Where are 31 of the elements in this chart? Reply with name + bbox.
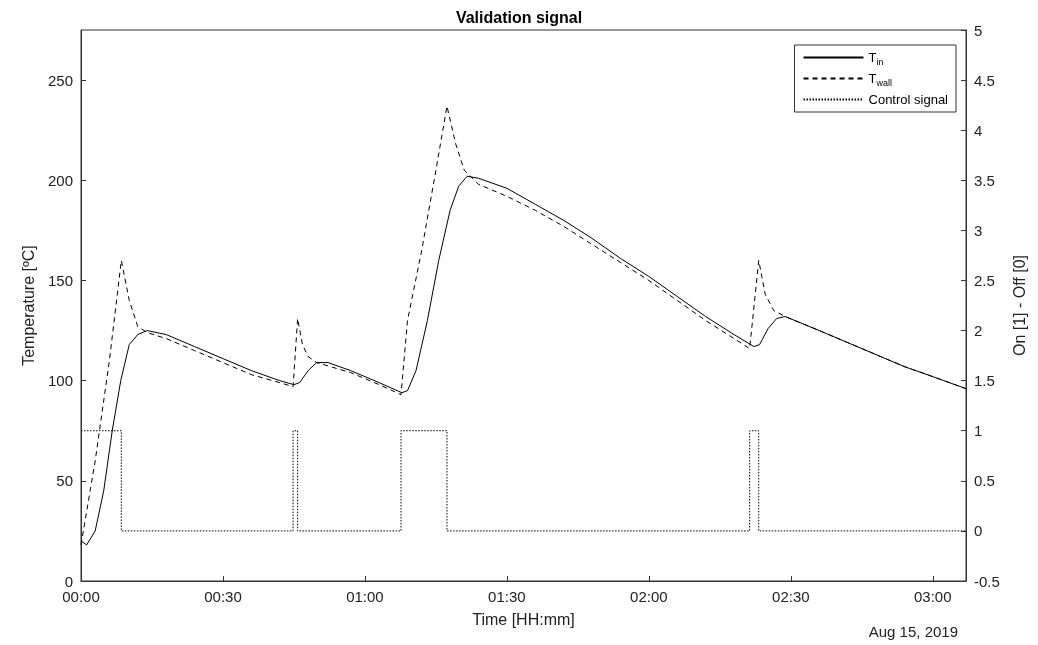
y2-tick-label: 4.5: [974, 71, 995, 89]
legend-label: Control signal: [868, 92, 949, 107]
y2-tick-label: 0.5: [974, 472, 995, 490]
y-tick-label: 200: [47, 171, 73, 189]
y-axis-title: Temperature [ºC]: [19, 245, 37, 366]
x-axis-title: Time [HH:mm]: [472, 610, 575, 628]
x-tick-label: 02:30: [772, 588, 810, 605]
y2-tick-label: 0: [974, 522, 983, 540]
x-tick-label: 03:00: [914, 588, 952, 605]
y2-tick-label: 3: [974, 221, 983, 239]
y-tick-label: 50: [56, 472, 73, 490]
y2-tick-label: 3.5: [974, 171, 995, 189]
text: Aug 15, 2019: [868, 623, 958, 640]
y2-tick-label: 2.5: [974, 271, 995, 289]
y-tick-label: 100: [47, 372, 73, 390]
y2-tick-label: 1.5: [974, 372, 995, 390]
x-tick-label: 01:30: [488, 588, 526, 605]
y-tick-label: 0: [64, 572, 73, 590]
y2-axis-title: On [1] - Off [0]: [1010, 254, 1028, 357]
x-tick-label: 00:00: [62, 588, 100, 605]
y2-tick-label: -0.5: [974, 572, 1000, 590]
x-tick-label: 00:30: [204, 588, 242, 605]
y2-tick-label: 1: [974, 422, 983, 440]
y2-tick-label: 2: [974, 322, 983, 340]
chart-title: Validation signal: [455, 8, 583, 26]
y-tick-label: 150: [47, 271, 73, 289]
x-tick-label: 02:00: [630, 588, 668, 605]
y2-tick-label: 4: [974, 121, 983, 139]
y-tick-label: 250: [47, 71, 73, 89]
y2-tick-label: 5: [974, 21, 983, 39]
x-tick-label: 01:00: [346, 588, 384, 605]
